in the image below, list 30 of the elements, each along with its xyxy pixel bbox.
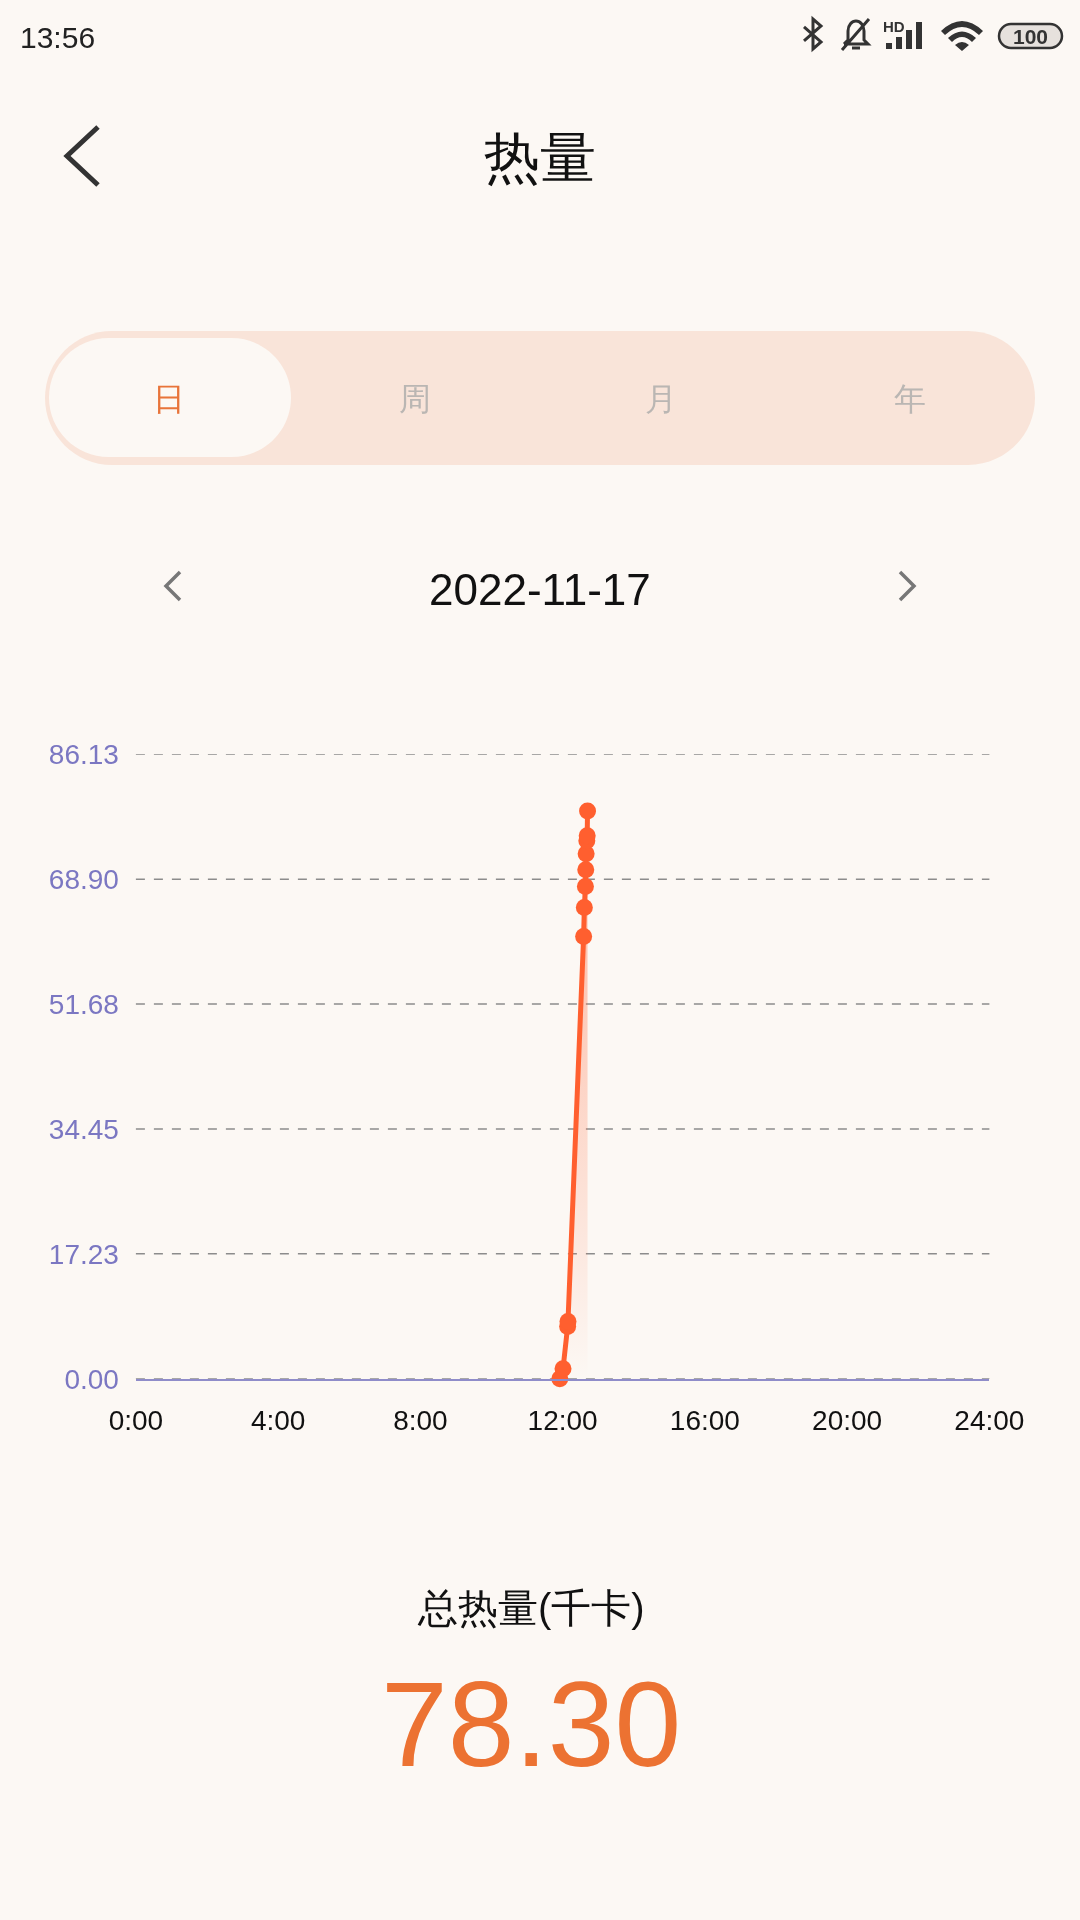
chart-subtitle: 2022-11-17	[429, 565, 651, 614]
y-tick-label: 86.13	[48, 739, 119, 771]
text: 100	[1013, 25, 1049, 48]
y-tick-label: 68.90	[48, 864, 119, 896]
y-tick-label: 34.45	[48, 1113, 119, 1145]
x-tick-label: 24:00	[954, 1405, 1025, 1437]
point	[575, 899, 593, 916]
text: 总热量(千卡)	[417, 1586, 645, 1630]
x-tick-label: 8:00	[393, 1405, 448, 1437]
text: 日	[153, 381, 185, 417]
text: 周	[399, 381, 431, 417]
point	[576, 877, 594, 895]
y-tick-label: 51.68	[48, 988, 119, 1020]
text: 年	[894, 381, 926, 417]
x-tick-label: 0:00	[108, 1405, 164, 1437]
x-tick-label: 16:00	[669, 1405, 740, 1437]
text: 月	[645, 381, 677, 417]
x-tick-label: 20:00	[812, 1405, 883, 1437]
point	[554, 1360, 572, 1378]
text: HD	[883, 18, 905, 35]
text: 13:56	[20, 21, 96, 54]
y-tick-label: 0.00	[64, 1363, 119, 1395]
point	[579, 802, 597, 820]
point	[575, 928, 593, 945]
chart-title: 热量	[484, 125, 596, 189]
text: 78.30	[381, 1657, 682, 1791]
y-tick-label: 17.23	[48, 1238, 119, 1270]
x-tick-label: 12:00	[527, 1405, 598, 1437]
x-tick-label: 4:00	[250, 1405, 306, 1437]
point	[577, 861, 595, 879]
